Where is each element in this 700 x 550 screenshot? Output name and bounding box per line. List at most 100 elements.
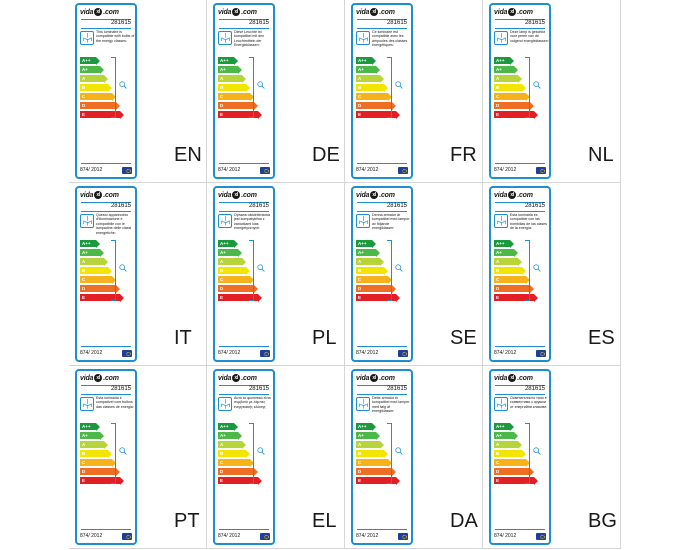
energy-class-e: E (356, 294, 400, 302)
energy-class-aplus: A+ (80, 432, 104, 440)
chandelier-icon (494, 214, 508, 228)
regulation-number: 874/ 2012 (218, 350, 241, 356)
class-range-bracket (111, 240, 116, 301)
divider (81, 529, 131, 530)
divider (357, 211, 407, 212)
class-range-bracket (387, 57, 392, 118)
chandelier-icon (218, 31, 232, 45)
chandelier-icon (80, 214, 94, 228)
energy-class-aplusplus: A++ (356, 423, 376, 431)
product-code: 281615 (248, 386, 269, 392)
eu-flag-icon (536, 350, 546, 357)
brand-logo: vida xl .com (494, 191, 533, 199)
energy-class-scale: A++ A+ A B C D E (80, 240, 124, 303)
divider (81, 346, 131, 347)
energy-class-c: C (80, 276, 116, 284)
energy-class-b: B (80, 267, 112, 275)
label-cell: vida xl .com 281615 Esta luminária é compatí… (69, 366, 207, 549)
energy-class-d: D (494, 468, 534, 476)
energy-class-e: E (80, 477, 124, 485)
compatibility-text: Deze lamp is geschikt voor peren van de … (510, 30, 549, 43)
energy-class-a: A (356, 258, 384, 266)
regulation-number: 874/ 2012 (80, 350, 103, 356)
class-range-bracket (387, 423, 392, 484)
label-cell: vida xl .com 281615 Dette armatur er kompati… (345, 366, 483, 549)
divider (219, 529, 269, 530)
product-code: 281615 (386, 386, 407, 392)
product-code: 281615 (386, 203, 407, 209)
energy-class-aplus: A+ (494, 66, 518, 74)
regulation-number: 874/ 2012 (494, 533, 517, 539)
eu-flag-icon (260, 533, 270, 540)
label-cell: vida xl .com 281615 Diese Leuchte ist kompat… (207, 0, 345, 183)
energy-class-scale: A++ A+ A B C D E (494, 240, 538, 303)
divider (81, 202, 131, 203)
energy-class-aplus: A+ (356, 432, 380, 440)
energy-class-scale: A++ A+ A B C D E (356, 240, 400, 303)
energy-class-b: B (356, 267, 388, 275)
brand-logo: vida xl .com (218, 191, 257, 199)
chandelier-icon (494, 31, 508, 45)
energy-class-e: E (218, 477, 262, 485)
energy-class-b: B (494, 84, 526, 92)
class-range-bracket (525, 57, 530, 118)
energy-class-aplus: A+ (356, 249, 380, 257)
divider (357, 19, 407, 20)
divider (357, 394, 407, 395)
bulb-icon (394, 80, 404, 93)
energy-class-scale: A++ A+ A B C D E (218, 423, 262, 486)
label-cell: vida xl .com 281615 Осветителното тяло е съв… (483, 366, 621, 549)
chandelier-icon (218, 214, 232, 228)
energy-class-a: A (80, 441, 108, 449)
energy-class-scale: A++ A+ A B C D E (494, 423, 538, 486)
divider (495, 394, 545, 395)
energy-class-d: D (356, 285, 396, 293)
energy-class-c: C (80, 93, 116, 101)
energy-label: vida xl .com 281615 This luminaire is compat… (75, 3, 137, 179)
energy-class-a: A (356, 75, 384, 83)
energy-class-aplusplus: A++ (80, 240, 100, 248)
eu-flag-icon (398, 167, 408, 174)
language-code: BG (588, 510, 617, 532)
bulb-icon (118, 80, 128, 93)
energy-class-d: D (356, 102, 396, 110)
energy-class-e: E (218, 111, 262, 119)
class-range-bracket (249, 240, 254, 301)
label-cell: vida xl .com 281615 Oprawa oświetleniowa jes… (207, 183, 345, 366)
divider (357, 385, 407, 386)
energy-class-d: D (80, 102, 120, 110)
divider (81, 19, 131, 20)
brand-logo: vida xl .com (494, 8, 533, 16)
brand-logo: vida xl .com (80, 8, 119, 16)
divider (357, 529, 407, 530)
compatibility-text: This luminaire is compatible with bulbs … (96, 30, 135, 43)
energy-class-scale: A++ A+ A B C D E (356, 423, 400, 486)
energy-class-scale: A++ A+ A B C D E (494, 57, 538, 120)
product-code: 281615 (110, 386, 131, 392)
compatibility-text: Denna armatur är kompatibel med lampor a… (372, 213, 410, 231)
compatibility-text: Осветителното тяло е съвместимо с крушки… (510, 396, 548, 409)
label-cell: vida xl .com 281615 Questo apparecchio d'ill… (69, 183, 207, 366)
language-code: EN (174, 144, 202, 166)
energy-class-e: E (80, 111, 124, 119)
compatibility-text: Esta luminaria es compatible con las bom… (510, 213, 547, 231)
energy-class-aplusplus: A++ (218, 240, 238, 248)
regulation-number: 874/ 2012 (80, 533, 103, 539)
energy-class-d: D (80, 468, 120, 476)
language-code: DE (312, 144, 340, 166)
product-code: 281615 (110, 20, 131, 26)
divider (495, 163, 545, 164)
bulb-icon (256, 80, 266, 93)
label-cell: vida xl .com 281615 Ce luminaire est compati… (345, 0, 483, 183)
energy-class-d: D (356, 468, 396, 476)
language-code: SE (450, 327, 477, 349)
energy-class-b: B (218, 267, 250, 275)
energy-class-e: E (494, 477, 538, 485)
energy-class-c: C (494, 276, 530, 284)
divider (219, 163, 269, 164)
energy-class-c: C (218, 276, 254, 284)
eu-flag-icon (122, 167, 132, 174)
label-cell: vida xl .com 281615 This luminaire is compat… (69, 0, 207, 183)
energy-class-d: D (218, 468, 258, 476)
compatibility-text: Oprawa oświetleniowa jest kompatybilna z… (234, 213, 270, 231)
